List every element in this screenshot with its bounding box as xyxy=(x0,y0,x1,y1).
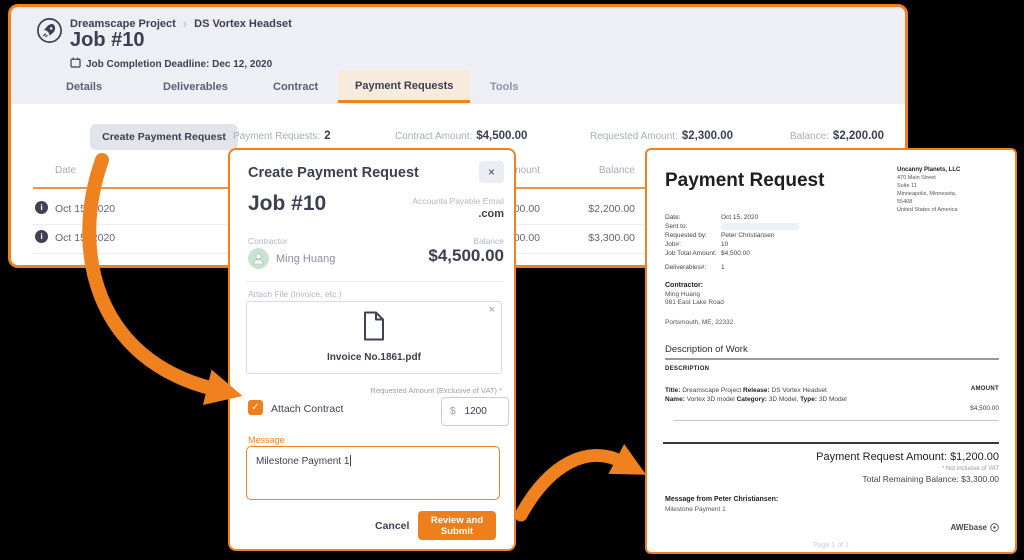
contractor-label: Contractor xyxy=(248,236,288,246)
work-item-line2: Name: Vortex 3D model Category: 3D Model… xyxy=(665,396,847,403)
message-textarea[interactable]: Milestone Payment 1 xyxy=(246,446,500,500)
arrow-to-document xyxy=(514,444,647,522)
awebase-logo-icon xyxy=(990,523,999,532)
accounts-payable-email-value: .com xyxy=(478,208,504,220)
contractor-city: Portsmouth, ME, 22332 xyxy=(665,319,734,326)
chevron-right-icon: › xyxy=(182,16,188,31)
breadcrumb-release[interactable]: DS Vortex Headset xyxy=(194,17,292,30)
total-remaining-balance: Total Remaining Balance: $3,300.00 xyxy=(862,474,999,484)
breadcrumb: Dreamscape Project › DS Vortex Headset xyxy=(70,16,292,31)
message-label: Message xyxy=(248,435,285,445)
modal-job-heading: Job #10 xyxy=(248,192,327,215)
totals-divider xyxy=(663,442,999,444)
description-column-header: DESCRIPTION xyxy=(665,366,710,372)
amount-column-header: AMOUNT xyxy=(970,386,999,392)
requested-amount-input[interactable]: $ 1200 xyxy=(441,397,509,426)
redacted-recipient xyxy=(721,222,799,230)
job-deadline-label: Job Completion Deadline: Dec 12, 2020 xyxy=(86,58,273,70)
info-icon[interactable]: i xyxy=(35,230,48,243)
company-address-block: Uncanny Planets, LLC 470 Main Street Sui… xyxy=(897,167,961,213)
page-title: Job #10 xyxy=(70,29,145,51)
attach-file-label: Attach File (Invoice, etc.) xyxy=(248,289,342,299)
job-deadline: Job Completion Deadline: Dec 12, 2020 xyxy=(70,57,272,71)
requested-amount-label: Requested Amount (Exclusive of VAT) * xyxy=(370,386,502,395)
tab-contract[interactable]: Contract xyxy=(273,81,319,93)
close-icon[interactable]: × xyxy=(479,161,504,183)
column-header-amount: Amount xyxy=(505,165,540,176)
balance-label: Balance xyxy=(473,236,504,246)
review-and-submit-button[interactable]: Review and Submit xyxy=(418,511,496,540)
column-header-date: Date xyxy=(55,165,77,176)
accounts-payable-email-label: Accounts Payable Email xyxy=(412,196,504,206)
document-message-body: Milestone Payment 1 xyxy=(665,506,726,513)
deliverables-row: Deliverables#: 1 xyxy=(665,264,725,271)
contractor-name: Ming Huang xyxy=(276,253,336,265)
payment-request-preview: Payment Request Uncanny Planets, LLC 470… xyxy=(645,148,1017,554)
document-contractor-block: Contractor: Ming Huang 981 East Lake Roa… xyxy=(665,282,724,306)
stat-contract-amount: Contract Amount: $4,500.00 xyxy=(395,130,528,142)
avatar xyxy=(248,248,269,269)
section-heading: Description of Work xyxy=(665,344,748,355)
attached-file-card[interactable]: × Invoice No.1861.pdf xyxy=(246,301,502,374)
create-payment-request-button[interactable]: Create Payment Request xyxy=(90,124,238,150)
document-icon xyxy=(362,311,386,346)
tab-payment-requests[interactable]: Payment Requests xyxy=(338,70,471,103)
divider xyxy=(246,281,504,282)
message-value: Milestone Payment 1 xyxy=(256,456,350,467)
remove-attachment-icon[interactable]: × xyxy=(488,304,495,316)
rocket-icon xyxy=(36,17,63,49)
stat-balance: Balance: $2,200.00 xyxy=(790,130,885,142)
work-item-amount: $4,500.00 xyxy=(970,405,999,412)
stat-requested-amount: Requested Amount: $2,300.00 xyxy=(590,130,734,142)
section-rule xyxy=(665,358,999,360)
breadcrumb-project[interactable]: Dreamscape Project xyxy=(70,17,176,30)
awebase-logo: AWEbase xyxy=(951,523,999,532)
text-cursor xyxy=(350,455,352,466)
column-header-balance: Balance xyxy=(598,165,635,176)
balance-value: $4,500.00 xyxy=(428,246,504,265)
attach-contract-checkbox[interactable]: ✓ xyxy=(248,400,263,415)
vat-note: * Not inclusive of VAT xyxy=(941,466,999,472)
payment-request-amount: Payment Request Amount: $1,200.00 xyxy=(816,451,999,463)
create-payment-request-modal: Create Payment Request × Job #10 Account… xyxy=(228,148,516,551)
cancel-button[interactable]: Cancel xyxy=(369,519,415,533)
page-indicator: Page 1 of 1 xyxy=(813,542,849,549)
currency-prefix: $ xyxy=(450,406,456,417)
stat-payment-requests: Payment Requests: 2 xyxy=(233,130,331,142)
tab-tools[interactable]: Tools xyxy=(490,81,519,93)
requested-amount-value: 1200 xyxy=(464,406,487,417)
items-divider xyxy=(673,420,999,421)
calendar-icon xyxy=(70,57,81,71)
attachment-filename: Invoice No.1861.pdf xyxy=(327,352,421,363)
info-icon[interactable]: i xyxy=(35,201,48,214)
document-message-heading: Message from Peter Christiansen: xyxy=(665,496,779,503)
attach-contract-label: Attach Contract xyxy=(271,403,344,415)
tab-deliverables[interactable]: Deliverables xyxy=(163,81,228,93)
modal-title: Create Payment Request xyxy=(248,165,419,181)
document-title: Payment Request xyxy=(665,170,825,191)
tab-details[interactable]: Details xyxy=(66,81,103,93)
work-item-line1: Title: Dreamscape Project Release: DS Vo… xyxy=(665,387,827,394)
document-meta: Date: Oct 15, 2020 Sent to: Requested by:… xyxy=(665,213,799,258)
